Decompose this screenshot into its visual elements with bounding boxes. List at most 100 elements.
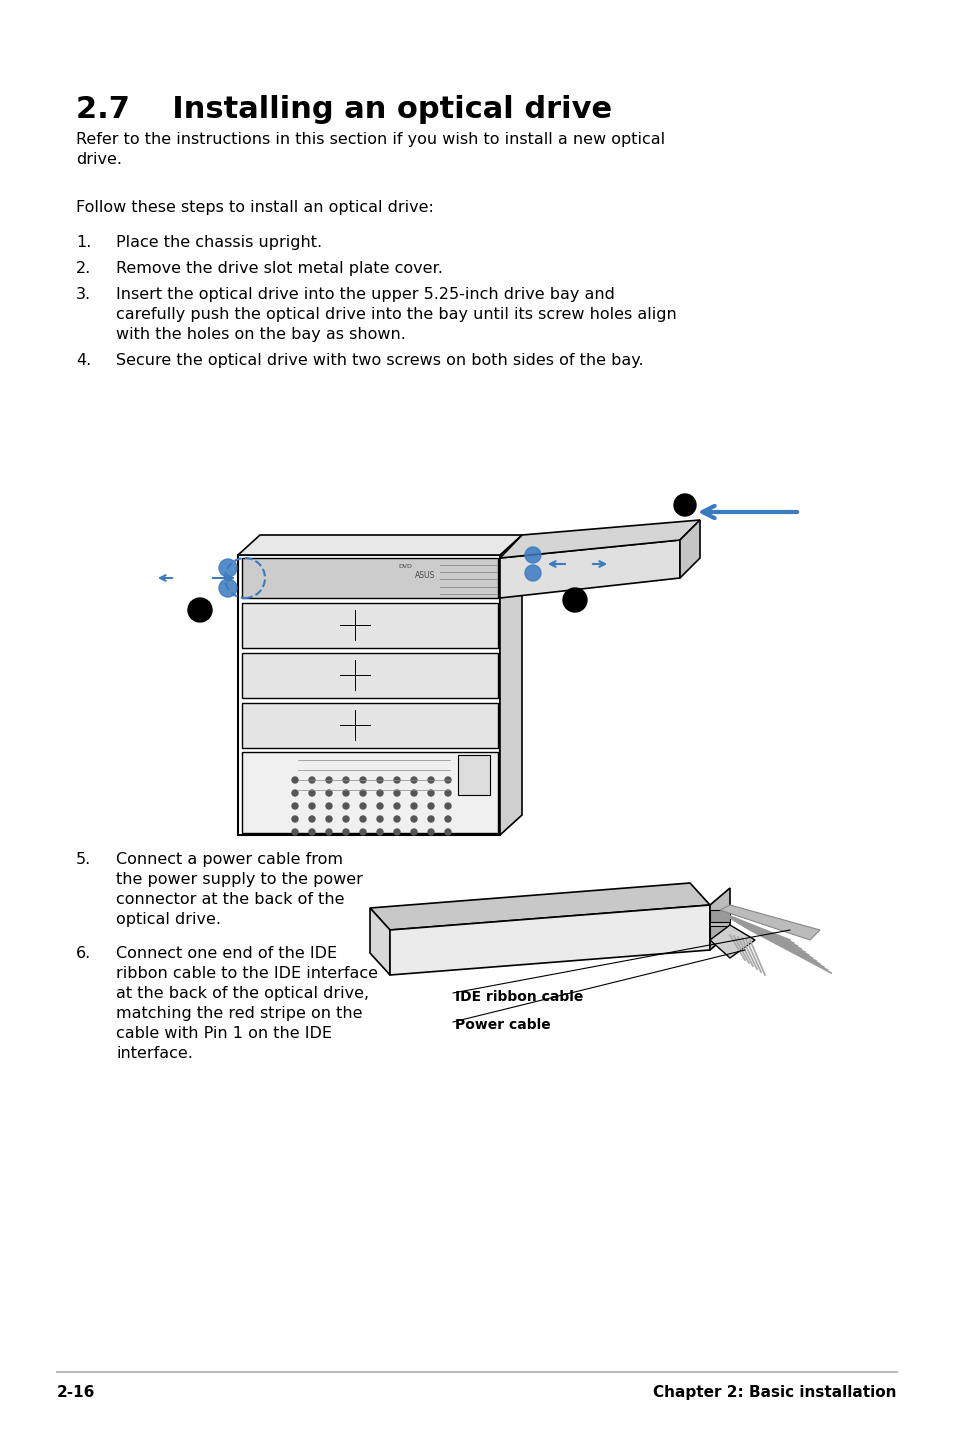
Circle shape	[428, 802, 434, 810]
Circle shape	[326, 828, 332, 835]
Polygon shape	[720, 905, 820, 940]
Text: 2-16: 2-16	[57, 1385, 95, 1401]
Text: matching the red stripe on the: matching the red stripe on the	[116, 1007, 362, 1021]
Text: Connect one end of the IDE: Connect one end of the IDE	[116, 946, 336, 961]
Text: carefully push the optical drive into the bay until its screw holes align: carefully push the optical drive into th…	[116, 306, 676, 322]
Polygon shape	[242, 752, 497, 833]
Circle shape	[411, 777, 416, 784]
Circle shape	[292, 789, 297, 797]
Text: Follow these steps to install an optical drive:: Follow these steps to install an optical…	[76, 200, 434, 216]
Polygon shape	[242, 653, 497, 697]
Circle shape	[394, 802, 399, 810]
Polygon shape	[499, 521, 700, 558]
Circle shape	[219, 580, 236, 597]
Text: Insert the optical drive into the upper 5.25-inch drive bay and: Insert the optical drive into the upper …	[116, 288, 615, 302]
Circle shape	[343, 789, 349, 797]
Polygon shape	[390, 905, 709, 975]
Text: interface.: interface.	[116, 1045, 193, 1061]
Circle shape	[326, 777, 332, 784]
Circle shape	[359, 828, 366, 835]
Polygon shape	[242, 558, 497, 598]
Circle shape	[292, 815, 297, 823]
Text: the power supply to the power: the power supply to the power	[116, 871, 362, 887]
Circle shape	[411, 828, 416, 835]
Text: 3: 3	[680, 500, 688, 510]
Circle shape	[428, 777, 434, 784]
Circle shape	[673, 495, 696, 516]
Circle shape	[309, 802, 314, 810]
Circle shape	[394, 828, 399, 835]
Text: Refer to the instructions in this section if you wish to install a new optical: Refer to the instructions in this sectio…	[76, 132, 664, 147]
Circle shape	[343, 828, 349, 835]
Circle shape	[326, 789, 332, 797]
Text: 2.: 2.	[76, 262, 91, 276]
Circle shape	[444, 802, 451, 810]
Circle shape	[411, 802, 416, 810]
Circle shape	[394, 815, 399, 823]
Circle shape	[188, 598, 212, 623]
Circle shape	[524, 565, 540, 581]
Polygon shape	[370, 907, 390, 975]
Circle shape	[411, 815, 416, 823]
Text: cable with Pin 1 on the IDE: cable with Pin 1 on the IDE	[116, 1025, 332, 1041]
Circle shape	[376, 828, 382, 835]
Circle shape	[444, 815, 451, 823]
Circle shape	[394, 789, 399, 797]
Circle shape	[292, 802, 297, 810]
Text: drive.: drive.	[76, 152, 122, 167]
Circle shape	[359, 789, 366, 797]
Circle shape	[326, 802, 332, 810]
Text: connector at the back of the: connector at the back of the	[116, 892, 344, 907]
Circle shape	[376, 815, 382, 823]
Text: DVD: DVD	[397, 565, 412, 569]
Text: Connect a power cable from: Connect a power cable from	[116, 851, 343, 867]
Circle shape	[309, 777, 314, 784]
Text: ASUS: ASUS	[415, 571, 435, 580]
Polygon shape	[709, 925, 754, 958]
Polygon shape	[709, 926, 729, 938]
Text: 3.: 3.	[76, 288, 91, 302]
Circle shape	[309, 815, 314, 823]
Polygon shape	[499, 535, 521, 835]
Circle shape	[343, 802, 349, 810]
Circle shape	[343, 815, 349, 823]
Circle shape	[444, 777, 451, 784]
Circle shape	[394, 777, 399, 784]
Text: 5.: 5.	[76, 851, 91, 867]
Circle shape	[376, 802, 382, 810]
Circle shape	[359, 777, 366, 784]
Circle shape	[219, 559, 236, 577]
Circle shape	[376, 777, 382, 784]
Circle shape	[343, 777, 349, 784]
Text: 4: 4	[196, 605, 204, 615]
Circle shape	[376, 789, 382, 797]
Polygon shape	[242, 603, 497, 649]
Text: 2.7    Installing an optical drive: 2.7 Installing an optical drive	[76, 95, 612, 124]
Text: at the back of the optical drive,: at the back of the optical drive,	[116, 986, 369, 1001]
Text: Power cable: Power cable	[455, 1018, 550, 1032]
Text: ribbon cable to the IDE interface: ribbon cable to the IDE interface	[116, 966, 377, 981]
Text: 4.: 4.	[76, 352, 91, 368]
Circle shape	[444, 828, 451, 835]
Polygon shape	[237, 535, 521, 555]
Circle shape	[444, 789, 451, 797]
Text: Secure the optical drive with two screws on both sides of the bay.: Secure the optical drive with two screws…	[116, 352, 643, 368]
Polygon shape	[457, 755, 490, 795]
Circle shape	[292, 828, 297, 835]
Text: IDE ribbon cable: IDE ribbon cable	[455, 989, 583, 1004]
Polygon shape	[709, 889, 729, 951]
Circle shape	[411, 789, 416, 797]
Circle shape	[428, 815, 434, 823]
Text: Remove the drive slot metal plate cover.: Remove the drive slot metal plate cover.	[116, 262, 442, 276]
Circle shape	[562, 588, 586, 613]
Text: with the holes on the bay as shown.: with the holes on the bay as shown.	[116, 326, 405, 342]
Text: optical drive.: optical drive.	[116, 912, 221, 928]
Circle shape	[309, 789, 314, 797]
Text: 4: 4	[571, 595, 578, 605]
Polygon shape	[242, 703, 497, 748]
Circle shape	[428, 828, 434, 835]
Circle shape	[428, 789, 434, 797]
Circle shape	[326, 815, 332, 823]
Circle shape	[292, 777, 297, 784]
Text: 1.: 1.	[76, 234, 91, 250]
